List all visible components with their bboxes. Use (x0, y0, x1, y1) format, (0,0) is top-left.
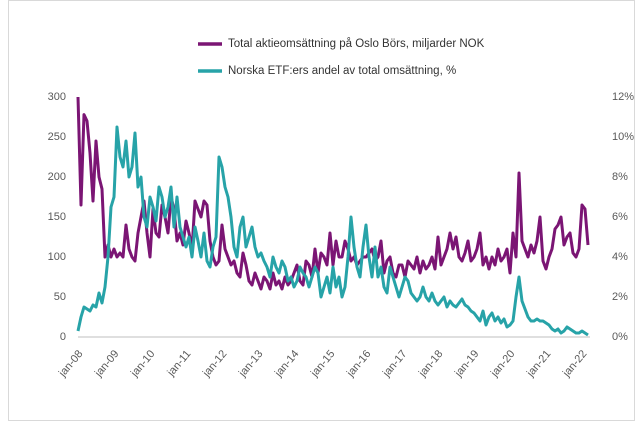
y-tick-label: 100 (48, 251, 66, 263)
y2-tick-label: 0% (612, 331, 628, 343)
y-tick-label: 300 (48, 91, 66, 103)
y-tick-label: 250 (48, 131, 66, 143)
y2-tick-label: 6% (612, 211, 628, 223)
chart-frame (8, 0, 635, 421)
y2-tick-label: 2% (612, 291, 628, 303)
y-tick-label: 150 (48, 211, 66, 223)
series-line (76, 125, 589, 337)
y2-tick-label: 10% (612, 131, 634, 143)
y2-tick-label: 12% (612, 91, 634, 103)
y2-tick-label: 8% (612, 171, 628, 183)
legend-label: Total aktieomsättning på Oslo Börs, milj… (228, 38, 485, 50)
y-tick-label: 200 (48, 171, 66, 183)
y-tick-label: 50 (54, 291, 66, 303)
y2-tick-label: 4% (612, 251, 628, 263)
legend-label: Norska ETF:ers andel av total omsättning… (228, 65, 456, 77)
y-tick-label: 0 (60, 331, 66, 343)
